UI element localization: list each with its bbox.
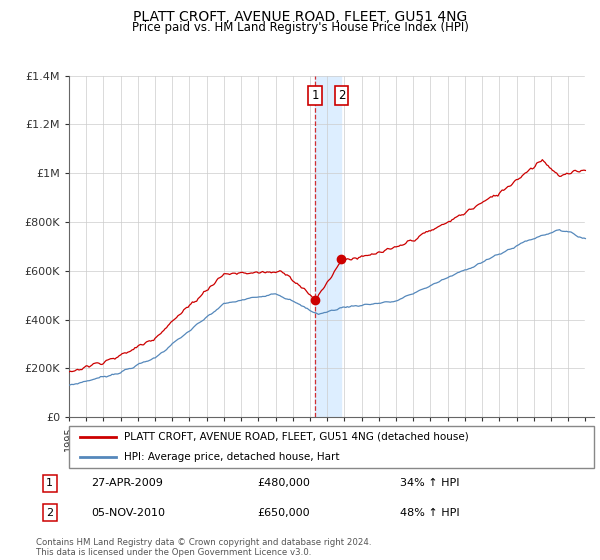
Text: 1: 1: [311, 88, 319, 101]
Text: 2: 2: [46, 508, 53, 518]
Text: 2: 2: [338, 88, 345, 101]
Bar: [315, 76, 341, 417]
FancyBboxPatch shape: [69, 426, 594, 468]
Text: PLATT CROFT, AVENUE ROAD, FLEET, GU51 4NG (detached house): PLATT CROFT, AVENUE ROAD, FLEET, GU51 4N…: [124, 432, 469, 442]
Text: 48% ↑ HPI: 48% ↑ HPI: [400, 508, 460, 518]
Text: £650,000: £650,000: [257, 508, 310, 518]
Text: 27-APR-2009: 27-APR-2009: [91, 478, 163, 488]
Text: Price paid vs. HM Land Registry's House Price Index (HPI): Price paid vs. HM Land Registry's House …: [131, 21, 469, 34]
Text: 05-NOV-2010: 05-NOV-2010: [91, 508, 165, 518]
Text: Contains HM Land Registry data © Crown copyright and database right 2024.
This d: Contains HM Land Registry data © Crown c…: [36, 538, 371, 557]
Text: HPI: Average price, detached house, Hart: HPI: Average price, detached house, Hart: [124, 452, 340, 462]
Text: £480,000: £480,000: [257, 478, 310, 488]
Text: PLATT CROFT, AVENUE ROAD, FLEET, GU51 4NG: PLATT CROFT, AVENUE ROAD, FLEET, GU51 4N…: [133, 10, 467, 24]
Text: 1: 1: [46, 478, 53, 488]
Text: 34% ↑ HPI: 34% ↑ HPI: [400, 478, 460, 488]
Bar: [586, 76, 594, 417]
